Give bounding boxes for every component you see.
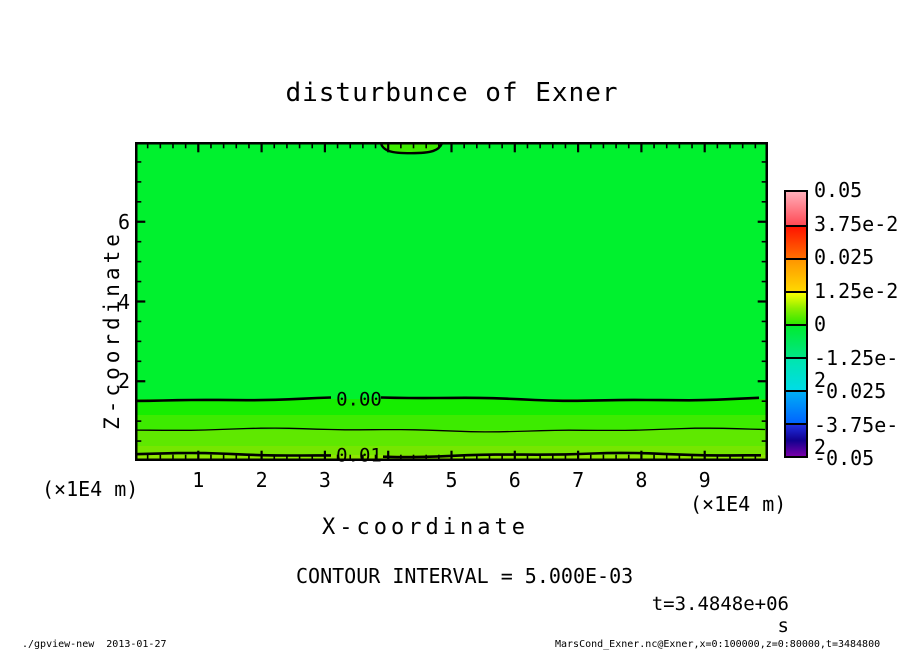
contour-0.01	[382, 451, 761, 459]
x-tick-label: 3	[318, 468, 331, 492]
x-tick-label: 7	[572, 468, 585, 492]
footer-program-stamp: ./gpview-new 2013-01-27	[22, 639, 167, 650]
x-axis-unit-right: (×1E4 m)	[690, 492, 787, 516]
contour-top-lobe	[379, 142, 444, 155]
y-tick-label: 4	[117, 289, 130, 314]
plot-title: disturbunce of Exner	[285, 78, 619, 108]
x-tick-label: 9	[698, 468, 711, 492]
contour-0.01	[134, 451, 331, 457]
x-tick-label: 8	[635, 468, 648, 492]
colorbar-tick-label: 0.05	[814, 178, 863, 202]
colorbar-tick-label: 1.25e-2	[814, 278, 899, 303]
colorbar-segment	[786, 291, 806, 324]
colorbar-segment	[786, 357, 806, 390]
x-tick-label: 6	[508, 468, 521, 492]
colorbar-tick-label: -3.75e-2	[814, 412, 899, 459]
colorbar-tick-label: 3.75e-2	[814, 211, 899, 236]
fill-band	[135, 399, 768, 415]
fill-band	[135, 430, 768, 446]
footer-data-source: MarsCond_Exner.nc@Exner,x=0:100000,z=0:8…	[555, 639, 881, 650]
colorbar-tick-label: -0.025	[814, 379, 887, 403]
plot-frame	[135, 142, 768, 461]
y-tick-label: 6	[117, 209, 130, 234]
contour-label: 0.00	[336, 389, 382, 411]
colorbar-tick-label: -0.05	[814, 446, 875, 470]
colorbar-segment	[786, 258, 806, 291]
fill-band	[135, 446, 768, 455]
x-tick-label: 1	[192, 468, 205, 492]
y-tick-label: 2	[117, 369, 130, 394]
contour-plot: 0.000.01	[134, 142, 768, 467]
y-axis-title: Z-coordinate	[100, 230, 124, 430]
contour-0.005	[134, 427, 766, 433]
time-annotation: t=3.4848e+06 s	[651, 593, 789, 637]
colorbar-segment	[786, 225, 806, 258]
colorbar-tick-label: 0	[814, 312, 827, 336]
colorbar-tick-label: 0.025	[814, 245, 875, 269]
colorbar-segment	[786, 390, 806, 423]
contour-0.00	[380, 396, 760, 403]
x-tick-label: 5	[445, 468, 458, 492]
contour-interval-note: CONTOUR INTERVAL = 5.000E-03	[296, 564, 634, 588]
colorbar-segment	[786, 324, 806, 357]
x-tick-label: 2	[255, 468, 268, 492]
colorbar-segment	[786, 423, 806, 456]
x-axis-title: X-coordinate	[322, 515, 529, 540]
contour-0.00	[134, 396, 332, 403]
x-tick-label: 4	[382, 468, 395, 492]
colorbar	[784, 190, 808, 458]
colorbar-tick-label: -1.25e-2	[814, 345, 899, 392]
fill-band	[135, 415, 768, 430]
x-axis-unit-left: (×1E4 m)	[42, 477, 139, 501]
colorbar-segment	[786, 192, 806, 225]
